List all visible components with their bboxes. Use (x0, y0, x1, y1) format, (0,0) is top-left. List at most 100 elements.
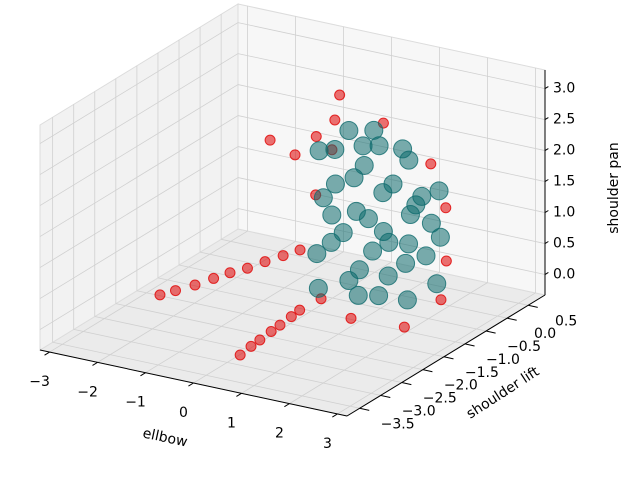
point (325, 139, 345, 159)
point (348, 285, 368, 305)
point (344, 168, 364, 188)
grid-line (49, 230, 248, 353)
y-tick (380, 394, 391, 398)
point (378, 266, 398, 286)
x-tick-label: −3 (29, 374, 50, 390)
grid-line (52, 341, 360, 409)
z-tick-label: 1.0 (553, 205, 575, 221)
z-tick (544, 179, 549, 182)
x-tick-label: 1 (227, 415, 236, 431)
y-tick (464, 343, 475, 347)
y-tick-label: −3.5 (381, 416, 415, 432)
point (224, 267, 236, 279)
z-tick (544, 148, 549, 152)
grid-line (39, 146, 239, 268)
point (259, 256, 271, 268)
x-tick-label: 0 (179, 405, 188, 421)
point (398, 321, 410, 333)
point (396, 253, 416, 273)
x-tick-label: −2 (77, 384, 98, 400)
y-tick-label: −0.5 (507, 339, 541, 355)
point (189, 279, 201, 291)
point (245, 340, 257, 352)
grid-line (337, 292, 536, 415)
point (421, 213, 441, 233)
grid-line (136, 290, 444, 358)
z-tick-label: 2.5 (553, 112, 575, 128)
y-tick (528, 304, 538, 308)
point (274, 319, 286, 331)
grid-line (157, 277, 466, 345)
grid-line (115, 303, 423, 371)
grid-line (39, 84, 239, 206)
y-tick (485, 330, 496, 334)
grid-line (39, 22, 239, 144)
y-tick (359, 407, 370, 411)
point (383, 174, 403, 194)
x-tick (332, 413, 338, 418)
point (169, 285, 181, 297)
grid-line (237, 53, 546, 120)
x-tick (188, 382, 194, 387)
point (154, 289, 166, 301)
point (254, 334, 266, 346)
axis-line (346, 294, 546, 417)
point (364, 120, 384, 140)
point (412, 186, 432, 206)
point (425, 158, 437, 170)
point (294, 304, 306, 316)
grid-line (39, 177, 239, 299)
point (322, 205, 342, 225)
point (429, 181, 449, 201)
x-tick (236, 392, 242, 397)
point (241, 262, 253, 274)
x-tick (92, 361, 98, 366)
x-tick (140, 372, 146, 377)
z-tick-label: 1.5 (553, 174, 575, 190)
point (345, 312, 357, 324)
x-tick-label: 3 (323, 436, 332, 452)
x-tick (284, 403, 290, 408)
point (373, 222, 393, 242)
point (310, 131, 322, 143)
point (325, 174, 345, 194)
point (321, 232, 341, 252)
z-tick-label: 2.0 (553, 143, 575, 159)
axis-line (39, 349, 348, 417)
y-tick (443, 356, 454, 360)
point (339, 121, 359, 141)
z-tick (544, 117, 549, 121)
point (354, 155, 374, 175)
grid-line (237, 22, 546, 89)
grid-line (145, 251, 344, 374)
z-tick (544, 241, 549, 244)
grid-line (237, 177, 546, 244)
point (313, 188, 333, 208)
point (349, 260, 369, 280)
point (264, 134, 276, 146)
point (346, 201, 366, 221)
point (363, 241, 383, 261)
z-tick (544, 86, 549, 90)
y-tick-label: −2.0 (444, 378, 478, 394)
grid-line (193, 261, 392, 384)
z-axis-label: shoulder pan (606, 142, 622, 234)
point (294, 244, 306, 256)
point (285, 311, 297, 323)
y-tick-label: −1.5 (465, 365, 499, 381)
point (353, 136, 373, 156)
grid-line (237, 84, 546, 151)
point (440, 255, 452, 267)
grid-line (237, 115, 546, 182)
point (289, 149, 301, 161)
x-tick (44, 351, 50, 356)
y-tick-label: 0.5 (555, 313, 577, 329)
point (399, 234, 419, 254)
point (369, 286, 389, 306)
y-tick-label: −2.5 (423, 391, 457, 407)
point (400, 205, 420, 225)
point (427, 274, 447, 294)
point (277, 250, 289, 262)
x-tick-label: −1 (125, 395, 146, 411)
